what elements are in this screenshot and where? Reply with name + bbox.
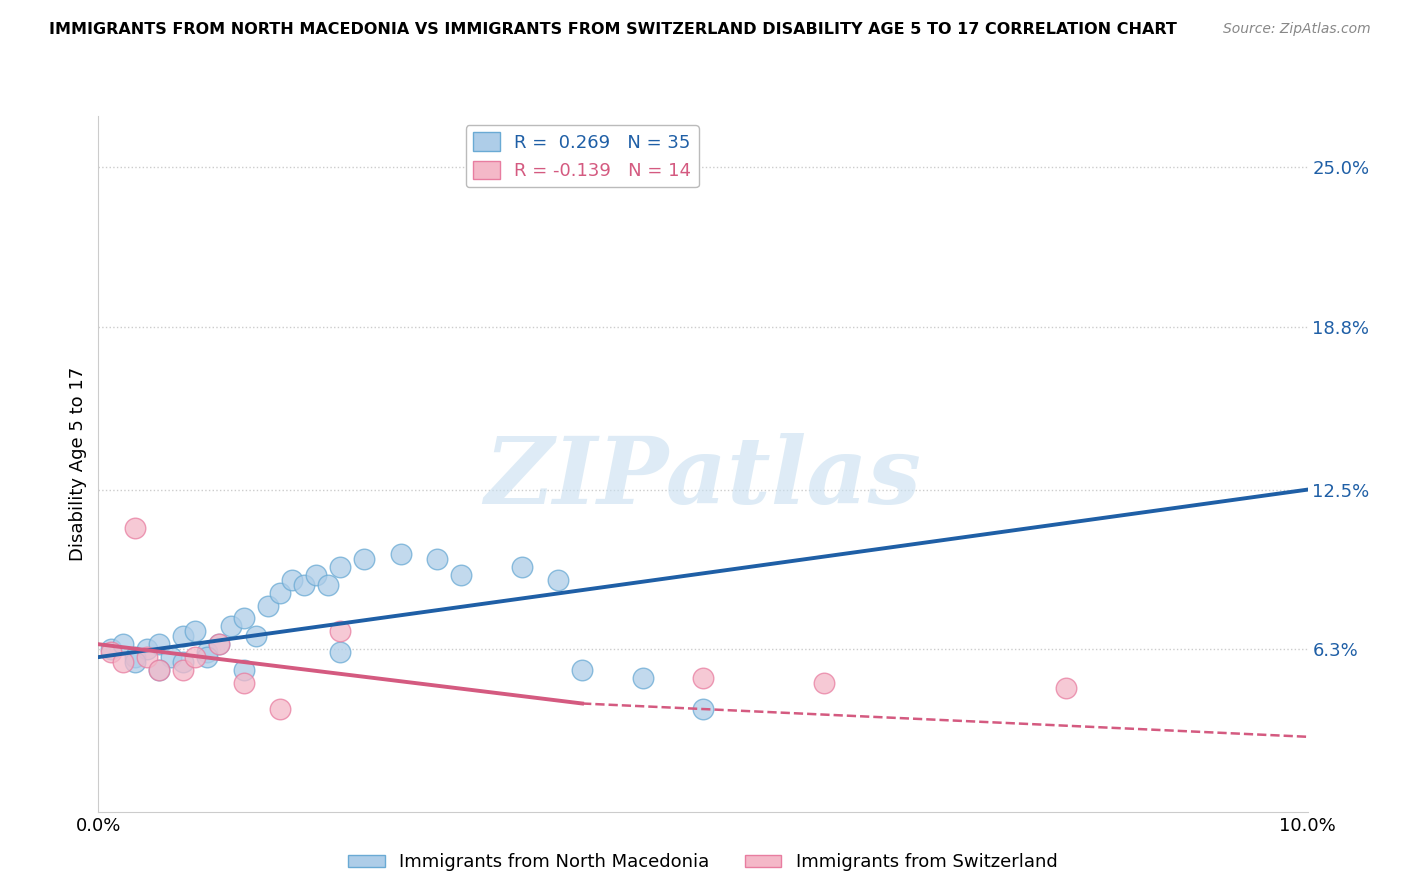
Point <box>232 676 254 690</box>
Point <box>329 624 352 639</box>
Point <box>329 645 352 659</box>
Point <box>232 663 254 677</box>
Point <box>148 637 170 651</box>
Point <box>692 701 714 715</box>
Point <box>111 655 134 669</box>
Point <box>100 645 122 659</box>
Point <box>547 573 569 587</box>
Text: IMMIGRANTS FROM NORTH MACEDONIA VS IMMIGRANTS FROM SWITZERLAND DISABILITY AGE 5 : IMMIGRANTS FROM NORTH MACEDONIA VS IMMIG… <box>49 22 1177 37</box>
Point <box>135 642 157 657</box>
Point <box>172 630 194 644</box>
Point <box>208 637 231 651</box>
Point <box>208 637 231 651</box>
Point <box>232 611 254 625</box>
Point <box>692 671 714 685</box>
Point <box>316 578 339 592</box>
Point <box>329 560 352 574</box>
Point <box>124 655 146 669</box>
Legend: Immigrants from North Macedonia, Immigrants from Switzerland: Immigrants from North Macedonia, Immigra… <box>342 847 1064 879</box>
Point <box>135 650 157 665</box>
Point <box>184 650 207 665</box>
Point <box>221 619 243 633</box>
Point <box>281 573 304 587</box>
Point <box>1054 681 1077 695</box>
Point <box>571 663 593 677</box>
Point <box>353 552 375 566</box>
Point <box>172 663 194 677</box>
Y-axis label: Disability Age 5 to 17: Disability Age 5 to 17 <box>69 367 87 561</box>
Text: Source: ZipAtlas.com: Source: ZipAtlas.com <box>1223 22 1371 37</box>
Point <box>184 624 207 639</box>
Point <box>813 676 835 690</box>
Point <box>245 630 267 644</box>
Point <box>124 521 146 535</box>
Point <box>195 645 218 659</box>
Point <box>160 650 183 665</box>
Point <box>111 637 134 651</box>
Point <box>195 650 218 665</box>
Point <box>148 663 170 677</box>
Point <box>426 552 449 566</box>
Point <box>510 560 533 574</box>
Point <box>631 671 654 685</box>
Text: ZIPatlas: ZIPatlas <box>485 433 921 523</box>
Point <box>148 663 170 677</box>
Point <box>100 642 122 657</box>
Point <box>450 567 472 582</box>
Point <box>292 578 315 592</box>
Point <box>124 650 146 665</box>
Legend: R =  0.269   N = 35, R = -0.139   N = 14: R = 0.269 N = 35, R = -0.139 N = 14 <box>465 125 699 187</box>
Point <box>305 567 328 582</box>
Point <box>269 585 291 599</box>
Point <box>256 599 278 613</box>
Point <box>172 655 194 669</box>
Point <box>389 547 412 561</box>
Point <box>269 701 291 715</box>
